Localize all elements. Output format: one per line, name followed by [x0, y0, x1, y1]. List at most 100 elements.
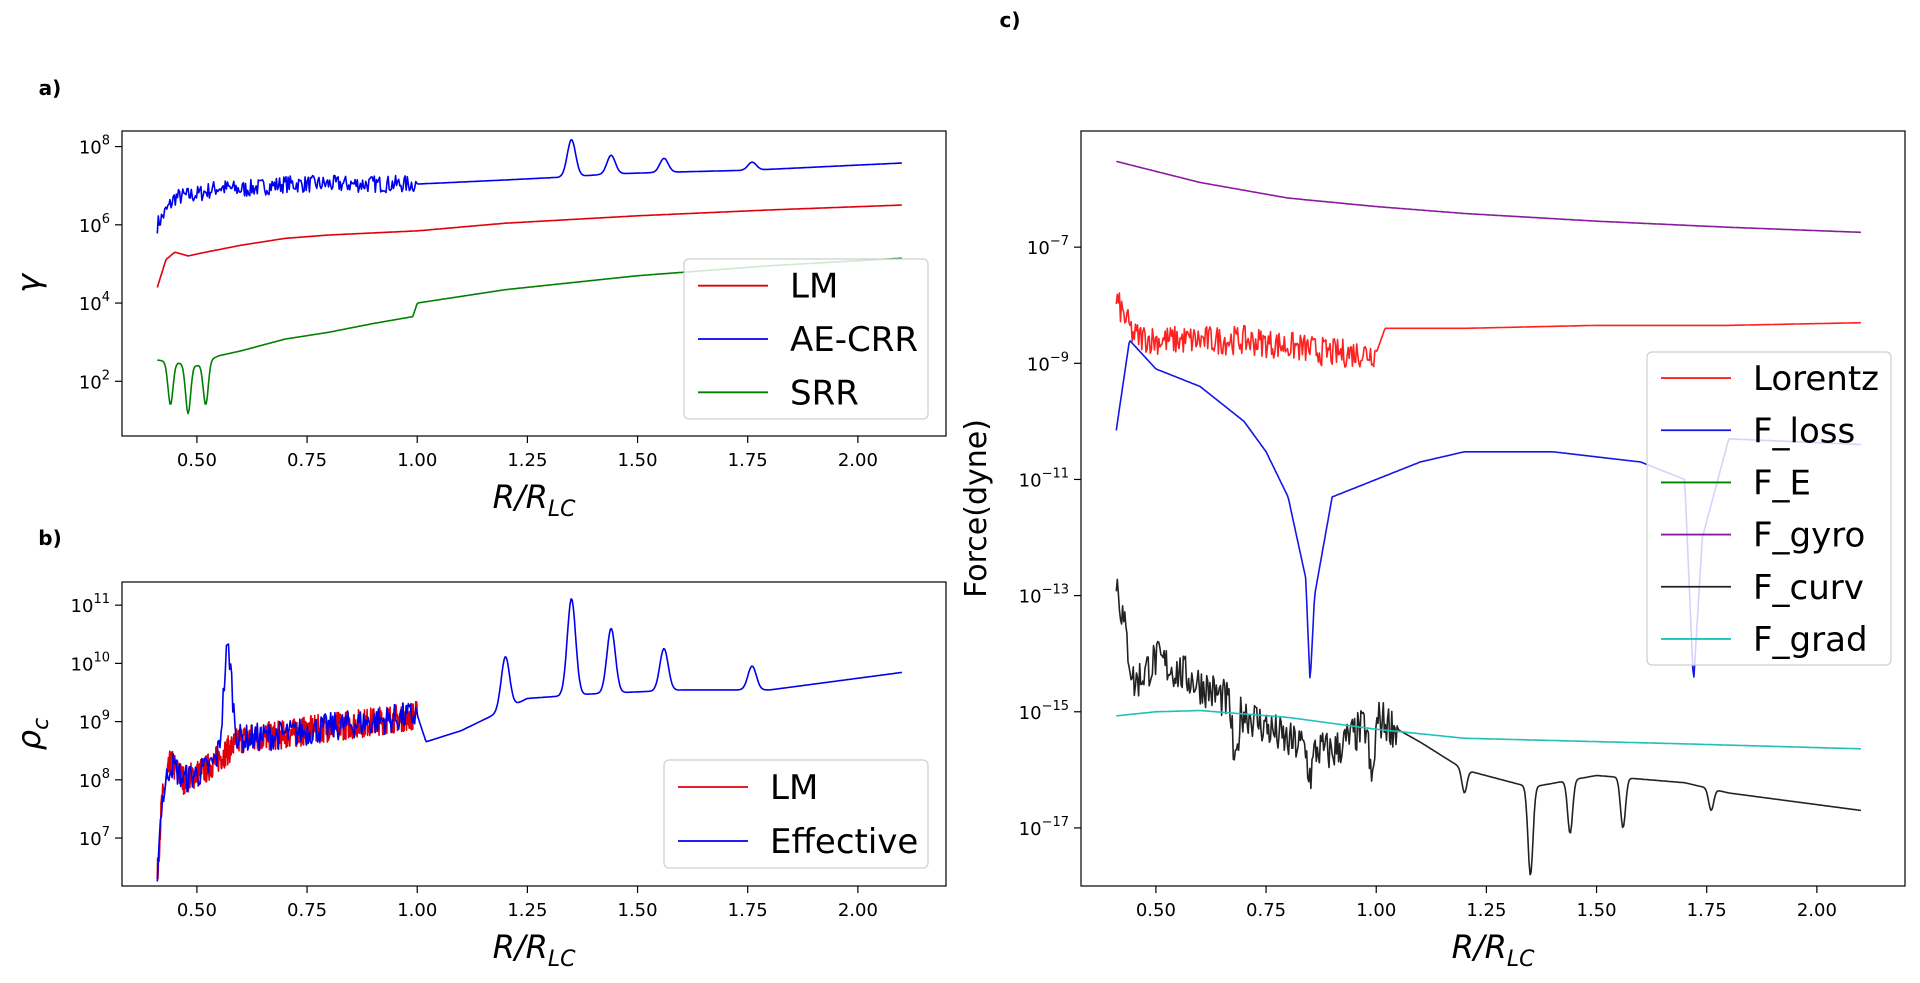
legend-label: Lorentz — [1753, 359, 1879, 399]
panel-label: a) — [39, 76, 62, 100]
series-line-f-gyro — [1116, 160, 1861, 234]
series-line-f-grad — [1116, 709, 1861, 750]
x-tick-label: 0.50 — [1136, 900, 1176, 921]
x-axis-label: R/RLC — [493, 928, 577, 972]
y-tick-label: 10−15 — [1019, 699, 1069, 724]
series-line-ae-crr — [156, 139, 902, 234]
y-tick-base: 10 — [79, 829, 102, 850]
legend-label: F_gyro — [1753, 516, 1865, 556]
panel-label: b) — [38, 526, 61, 550]
y-tick-label: 109 — [79, 709, 110, 734]
y-tick-label: 10−17 — [1019, 815, 1069, 840]
chart-panel-2: 0.50 0.75 1.00 1.25 1.50 1.75 2.00107108109101… — [10, 526, 947, 972]
legend: Lorentz F_loss F_E F_gyro F_curv F_grad — [1646, 351, 1892, 666]
y-tick-base: 10 — [79, 216, 102, 237]
legend: LM AE-CRR SRR — [683, 258, 929, 420]
y-tick-base: 10 — [71, 654, 94, 675]
y-tick-exponent: 2 — [102, 368, 110, 383]
x-tick-label: 1.50 — [618, 900, 658, 921]
legend: LM Effective — [663, 759, 929, 869]
chart-panel-1: 0.50 0.75 1.00 1.25 1.50 1.75 2.00102104106108… — [10, 76, 947, 522]
y-tick-exponent: −7 — [1050, 234, 1069, 249]
x-tick-label: 0.75 — [1246, 900, 1286, 921]
x-tick-label: 0.75 — [287, 900, 327, 921]
y-tick-label: 1010 — [71, 650, 110, 675]
y-tick-label: 10−7 — [1027, 234, 1069, 259]
y-tick-base: 10 — [1019, 470, 1042, 491]
y-tick-label: 107 — [79, 825, 110, 850]
legend-label: LM — [770, 768, 818, 808]
y-tick-label: 108 — [79, 767, 110, 792]
x-axis-label: R/RLC — [1452, 928, 1536, 972]
y-tick-exponent: 8 — [102, 134, 110, 149]
y-tick-label: 10−11 — [1019, 466, 1069, 491]
x-tick-label: 2.00 — [1797, 900, 1837, 921]
plot-frame — [121, 130, 947, 437]
y-tick-exponent: −11 — [1042, 466, 1069, 481]
x-tick-label: 0.50 — [177, 900, 217, 921]
x-tick-label: 1.50 — [618, 450, 658, 471]
y-tick-exponent: 7 — [102, 825, 110, 840]
y-tick-base: 10 — [1019, 703, 1042, 724]
y-tick-base: 10 — [79, 372, 102, 393]
y-tick-label: 1011 — [71, 592, 110, 617]
x-tick-label: 2.00 — [838, 900, 878, 921]
x-tick-label: 1.25 — [1466, 900, 1506, 921]
legend-label: F_loss — [1753, 411, 1855, 451]
legend-label: Effective — [770, 822, 918, 862]
x-axis-label: R/RLC — [493, 478, 577, 522]
series-line-lm — [156, 204, 902, 288]
y-tick-base: 10 — [1019, 819, 1042, 840]
y-tick-label: 104 — [79, 290, 110, 315]
y-tick-label: 102 — [79, 368, 110, 393]
x-tick-label: 1.75 — [1687, 900, 1727, 921]
plot-frame — [1080, 130, 1906, 887]
chart-panel-3: 0.50 0.75 1.00 1.25 1.50 1.75 2.0010−1710−1510… — [959, 8, 1906, 972]
y-axis-label: ρc — [10, 718, 54, 750]
x-tick-label: 1.25 — [507, 900, 547, 921]
plot-frame — [121, 581, 947, 887]
y-tick-base: 10 — [79, 138, 102, 159]
y-tick-exponent: −15 — [1042, 699, 1069, 714]
y-tick-exponent: 10 — [93, 650, 110, 665]
y-tick-exponent: 9 — [102, 709, 110, 724]
x-tick-label: 1.25 — [507, 450, 547, 471]
series-line-lorentz — [1115, 292, 1861, 368]
y-tick-base: 10 — [1019, 587, 1042, 608]
y-tick-label: 106 — [79, 212, 110, 237]
y-tick-base: 10 — [71, 596, 94, 617]
legend-label: F_grad — [1753, 620, 1868, 660]
x-tick-label: 2.00 — [838, 450, 878, 471]
y-tick-label: 10−13 — [1019, 583, 1069, 608]
y-tick-exponent: −13 — [1042, 583, 1069, 598]
y-tick-exponent: 8 — [102, 767, 110, 782]
y-tick-base: 10 — [1027, 238, 1050, 259]
x-tick-label: 1.00 — [397, 450, 437, 471]
legend-label: AE-CRR — [790, 320, 918, 360]
series-line-f-curv — [1115, 578, 1861, 876]
x-tick-label: 1.00 — [397, 900, 437, 921]
y-tick-label: 108 — [79, 134, 110, 159]
x-tick-label: 0.50 — [177, 450, 217, 471]
legend-label: F_E — [1753, 463, 1811, 503]
x-tick-label: 1.00 — [1356, 900, 1396, 921]
y-tick-base: 10 — [79, 713, 102, 734]
x-tick-label: 1.75 — [728, 450, 768, 471]
legend-label: SRR — [790, 373, 859, 413]
x-tick-label: 1.50 — [1577, 900, 1617, 921]
panel-label: c) — [1000, 8, 1021, 32]
y-tick-exponent: −17 — [1042, 815, 1069, 830]
y-tick-base: 10 — [79, 294, 102, 315]
legend-label: LM — [790, 267, 838, 307]
y-tick-exponent: −9 — [1050, 350, 1069, 365]
y-axis-label: γ — [10, 272, 48, 293]
y-tick-exponent: 6 — [102, 212, 110, 227]
series-line-effective — [156, 598, 902, 882]
x-tick-label: 1.75 — [728, 900, 768, 921]
y-tick-base: 10 — [79, 771, 102, 792]
y-axis-label: Force(dyne) — [959, 419, 994, 598]
y-tick-base: 10 — [1027, 354, 1050, 375]
legend-label: F_curv — [1753, 568, 1864, 608]
y-tick-exponent: 4 — [102, 290, 110, 305]
